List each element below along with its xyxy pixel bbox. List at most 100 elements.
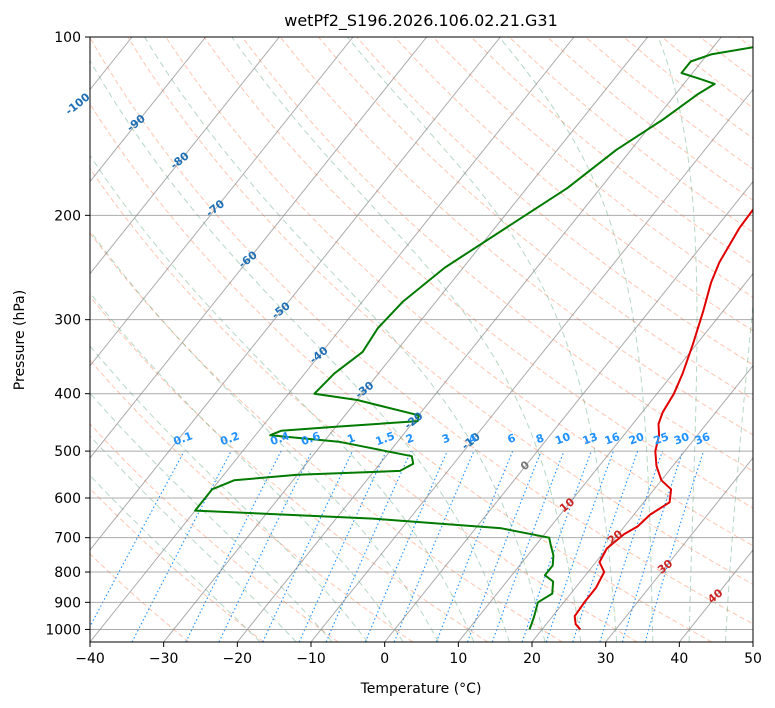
- isotherm: [90, 37, 207, 183]
- mixing-ratio-label: 3: [440, 431, 452, 446]
- x-tick-label: 0: [380, 651, 389, 667]
- mixing-ratio-label: 0.6: [299, 429, 322, 448]
- mixing-ratio-label: 1.5: [374, 429, 397, 448]
- isotherm: [457, 272, 753, 642]
- y-axis-label: Pressure (hPa): [12, 290, 28, 390]
- mixing-ratio-label: 25: [652, 430, 671, 447]
- x-tick-label: 20: [523, 651, 541, 667]
- moist-adiabat: [90, 229, 439, 642]
- dewpoint-profile: [194, 46, 753, 630]
- moist-adiabat: [231, 37, 582, 642]
- mixing-ratio-label: 13: [581, 430, 600, 447]
- isotherm: [163, 37, 649, 642]
- isotherm-label: -100: [63, 90, 93, 118]
- moist-adiabat: [725, 299, 753, 642]
- mixing-ratio-label: 4: [467, 431, 479, 446]
- dry-adiabat: [90, 167, 638, 642]
- chart-title: wetPf2_S196.2026.106.02.21.G31: [284, 11, 558, 31]
- dry-adiabat: [203, 37, 753, 509]
- mixing-ratio-line: [621, 450, 684, 642]
- mixing-ratio-line: [466, 450, 542, 642]
- sounding-profiles: [194, 46, 753, 631]
- x-tick-label: 50: [744, 651, 762, 667]
- mixing-ratio-line: [572, 450, 639, 642]
- y-tick-label: 700: [54, 531, 81, 547]
- moist-adiabat: [657, 37, 698, 642]
- dry-adiabat: [432, 37, 753, 298]
- y-tick-label: 200: [54, 208, 81, 224]
- y-tick-label: 1000: [45, 622, 81, 638]
- mixing-ratio-line: [90, 450, 185, 628]
- x-tick-label: −40: [75, 651, 105, 667]
- mixing-ratio-label: 20: [627, 430, 646, 448]
- x-tick-label: −30: [149, 651, 179, 667]
- moist-adiabat: [498, 37, 654, 642]
- y-tick-label: 400: [54, 387, 81, 403]
- y-tick-label: 600: [54, 491, 81, 507]
- isotherm: [0, 37, 58, 642]
- dry-adiabat: [394, 37, 753, 332]
- plot-frame: [89, 36, 754, 643]
- dry-adiabat: [356, 37, 753, 366]
- dry-adiabat: [90, 37, 753, 625]
- mixing-ratio-line: [185, 450, 282, 642]
- moist-adiabat: [144, 37, 546, 642]
- isotherm: [310, 88, 753, 642]
- x-tick-label: −10: [296, 651, 326, 667]
- mixing-ratio-label: 8: [534, 431, 546, 446]
- isotherm: [90, 37, 354, 367]
- dry-adiabat: [90, 103, 712, 642]
- moist-adiabat: [90, 435, 297, 642]
- isotherm: [236, 37, 722, 642]
- x-tick-label: 40: [670, 651, 688, 667]
- mixing-ratio-label: 0.1: [172, 429, 195, 448]
- dry-adiabat: [90, 423, 339, 642]
- isotherm: [384, 180, 753, 642]
- mixing-ratio-label: 0.2: [219, 429, 242, 448]
- x-axis-label: Temperature (°C): [360, 681, 482, 697]
- dry-adiabat: [90, 487, 264, 642]
- moist-adiabat: [90, 345, 369, 642]
- mixing-ratio-line: [325, 450, 412, 642]
- isotherm: [531, 364, 753, 642]
- y-tick-label: 300: [54, 313, 81, 329]
- y-tick-label: 900: [54, 595, 81, 611]
- mixing-ratio-label: 1: [346, 431, 358, 446]
- mixing-ratio-line: [435, 450, 514, 642]
- y-tick-label: 100: [54, 30, 81, 46]
- dry-adiabat: [90, 295, 488, 642]
- isotherm: [90, 37, 501, 551]
- y-tick-label: 800: [54, 565, 81, 581]
- dry-adiabat: [241, 37, 753, 472]
- mixing-ratio-label: 30: [672, 430, 691, 448]
- dry-adiabat: [90, 553, 190, 642]
- x-tick-label: 10: [449, 651, 467, 667]
- moist-adiabat: [90, 474, 261, 642]
- x-tick-label: 30: [597, 651, 615, 667]
- x-tick-label: −20: [223, 651, 253, 667]
- isotherm: [90, 37, 428, 459]
- plot-background: [90, 37, 753, 642]
- mixing-ratio-label: 16: [603, 430, 622, 448]
- background-lines: [0, 37, 753, 642]
- dry-adiabat: [279, 37, 753, 436]
- mixing-ratio-label: 0.4: [269, 429, 292, 448]
- mixing-ratio-line: [521, 450, 592, 642]
- y-tick-label: 500: [54, 444, 81, 460]
- isotherm: [90, 37, 280, 275]
- mixing-ratio-label: 36: [693, 430, 712, 448]
- y-axis-ticks: 100 200 300 400 500 600 700 800 900 1000: [45, 30, 90, 638]
- mixing-ratio-line: [599, 450, 663, 642]
- moist-adiabat: [90, 59, 510, 642]
- mixing-ratio-labels: 0.1 0.2 0.4 0.6 1 1.5 2 3 4 6 8 10 13 16 20 25 30 36: [172, 429, 712, 448]
- temperature-profile: [573, 207, 753, 631]
- mixing-ratio-label: 2: [404, 431, 416, 446]
- mixing-ratio-label: 10: [553, 430, 572, 448]
- mixing-ratio-line: [364, 450, 448, 642]
- moist-adiabat: [90, 292, 404, 642]
- x-axis-ticks: −40 −30 −20 −10 0 10 20 30 40 50: [75, 642, 762, 667]
- moist-adiabat: [90, 154, 475, 642]
- mixing-ratio-line: [545, 450, 614, 642]
- isotherm: [752, 641, 753, 642]
